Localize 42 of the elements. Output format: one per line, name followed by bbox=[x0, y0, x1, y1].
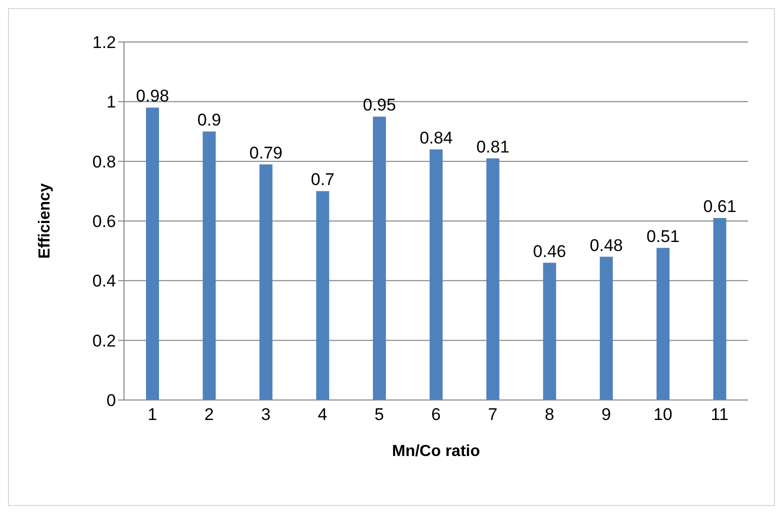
data-label: 0.46 bbox=[533, 242, 566, 261]
x-axis-title: Mn/Co ratio bbox=[392, 443, 480, 460]
bar bbox=[430, 149, 443, 400]
bar bbox=[713, 218, 726, 400]
bar bbox=[600, 256, 613, 400]
data-label: 0.51 bbox=[646, 226, 680, 246]
x-tick-label: 2 bbox=[204, 405, 214, 424]
y-axis-title: Efficiency bbox=[36, 183, 54, 259]
x-tick-label: 11 bbox=[710, 405, 728, 424]
x-tick-label: 9 bbox=[601, 405, 611, 424]
data-label: 0.81 bbox=[476, 137, 510, 156]
bar bbox=[202, 132, 216, 400]
x-tick-label: 4 bbox=[318, 405, 328, 424]
x-tick-label: 3 bbox=[261, 405, 271, 424]
data-label: 0.79 bbox=[249, 143, 282, 162]
data-label: 0.95 bbox=[362, 96, 396, 115]
data-label: 0.7 bbox=[310, 170, 334, 190]
y-tick-label: 1.2 bbox=[92, 33, 116, 52]
x-tick-label: 5 bbox=[374, 405, 384, 424]
bar bbox=[543, 262, 556, 400]
data-label: 0.84 bbox=[420, 128, 453, 148]
bar bbox=[656, 248, 670, 400]
y-tick-label: 0.6 bbox=[92, 212, 116, 232]
x-tick-label: 10 bbox=[653, 405, 672, 424]
y-tick-label: 0.2 bbox=[92, 331, 116, 350]
y-tick-label: 1 bbox=[106, 92, 116, 112]
bar bbox=[372, 116, 386, 400]
data-label: 0.9 bbox=[197, 110, 222, 130]
y-tick-label: 0.8 bbox=[92, 152, 116, 172]
data-label: 0.61 bbox=[703, 197, 736, 216]
x-tick-label: 1 bbox=[148, 405, 158, 424]
bar bbox=[259, 164, 272, 400]
y-tick-label: 0 bbox=[106, 391, 116, 410]
bar bbox=[486, 158, 500, 400]
x-tick-label: 6 bbox=[431, 405, 441, 424]
x-tick-label: 8 bbox=[544, 405, 554, 424]
y-tick-label: 0.4 bbox=[92, 272, 116, 291]
x-tick-label: 7 bbox=[488, 405, 498, 424]
data-label: 0.98 bbox=[136, 86, 170, 106]
bar bbox=[316, 191, 330, 400]
data-label: 0.48 bbox=[590, 236, 623, 255]
bar bbox=[146, 108, 159, 400]
